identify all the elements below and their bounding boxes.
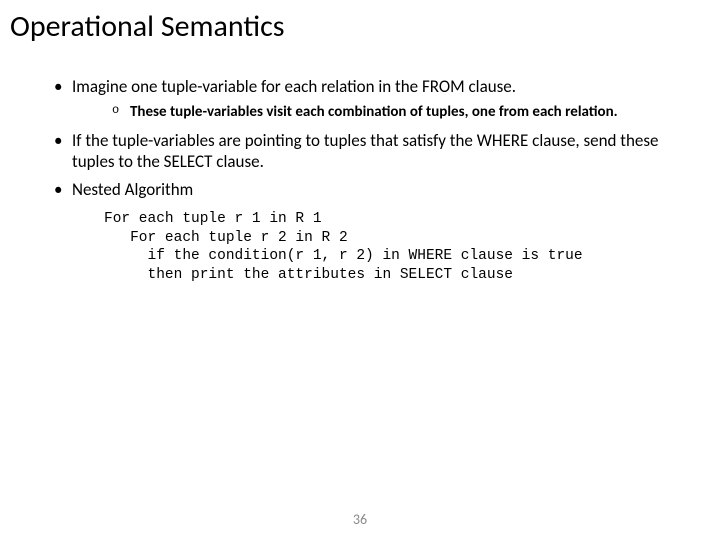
bullet-item-1: Imagine one tuple-variable for each rela… — [50, 76, 690, 122]
slide-title: Operational Semantics — [10, 8, 284, 45]
bullet-item-3: Nested Algorithm — [50, 179, 690, 200]
bullet-text-2: If the tuple-variables are pointing to t… — [72, 130, 659, 172]
code-line-4: then print the attributes in SELECT clau… — [104, 267, 513, 283]
sub-bullet-text-1: These tuple-variables visit each combina… — [130, 103, 618, 121]
code-block: For each tuple r 1 in R 1 For each tuple… — [104, 210, 690, 285]
bullet-list: Imagine one tuple-variable for each rela… — [50, 76, 690, 200]
bullet-text-1: Imagine one tuple-variable for each rela… — [72, 76, 516, 97]
sub-bullet-list: These tuple-variables visit each combina… — [72, 103, 690, 122]
bullet-text-3: Nested Algorithm — [72, 179, 193, 200]
sub-bullet-item-1: These tuple-variables visit each combina… — [72, 103, 690, 122]
slide: Operational Semantics Imagine one tuple-… — [0, 0, 720, 540]
bullet-item-2: If the tuple-variables are pointing to t… — [50, 130, 690, 173]
slide-content: Imagine one tuple-variable for each rela… — [50, 76, 690, 285]
page-number: 36 — [0, 511, 720, 528]
code-line-1: For each tuple r 1 in R 1 — [104, 211, 322, 227]
code-line-2: For each tuple r 2 in R 2 — [104, 230, 348, 246]
code-line-3: if the condition(r 1, r 2) in WHERE clau… — [104, 248, 583, 264]
